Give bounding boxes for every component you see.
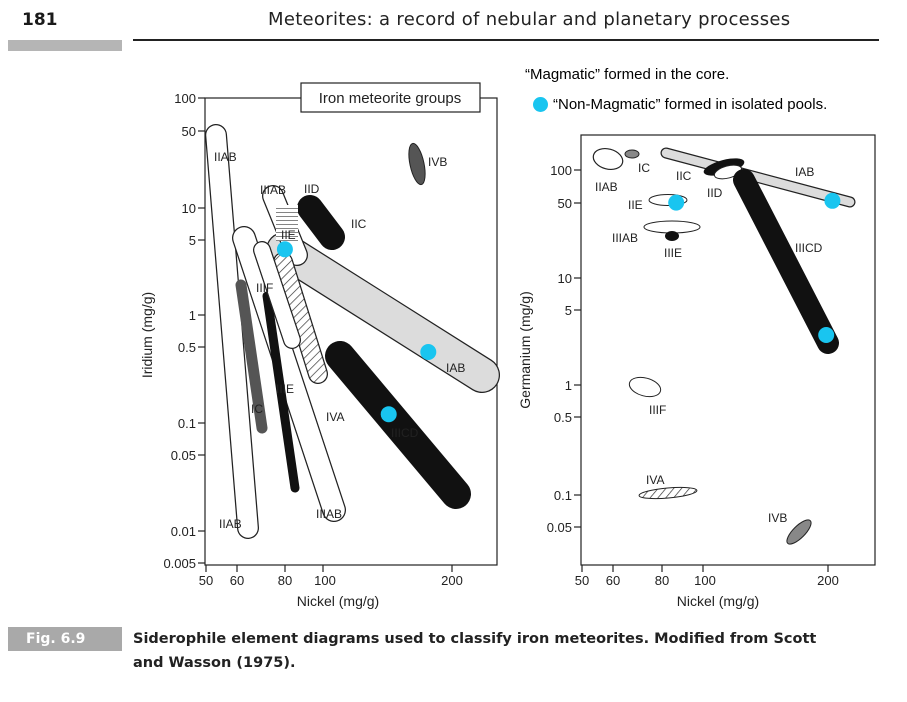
- non-magmatic-point-iab: [420, 344, 437, 360]
- right-panel: 100 50 10 5 1 0.5 0.1 0.05 50 60 80 100 …: [517, 134, 876, 609]
- non-magmatic-point-iie: [668, 194, 685, 211]
- right-group-label: IVB: [768, 511, 787, 525]
- non-magmatic-point-iab: [824, 192, 841, 209]
- left-group-label: IIIF: [256, 281, 273, 295]
- right-x-tick-marks: [581, 565, 829, 572]
- right-group-label: IIE: [628, 198, 643, 212]
- left-group-label: IVB: [428, 155, 447, 169]
- left-y-tick-label: 0.01: [171, 524, 196, 539]
- left-group-label: IIIAB: [260, 183, 286, 197]
- right-group-fields: [592, 147, 856, 545]
- legend-title-box: [300, 82, 481, 113]
- left-x-axis-title: Nickel (mg/g): [297, 593, 379, 609]
- right-group-label: IAB: [795, 165, 814, 179]
- right-x-tick-label: 100: [694, 573, 716, 588]
- left-y-tick-label: 1: [189, 308, 196, 323]
- left-group-label: IC: [251, 402, 263, 416]
- left-y-tick-label: 5: [189, 233, 196, 248]
- right-group-label: IIIF: [649, 403, 666, 417]
- right-y-tick-label: 100: [550, 163, 572, 178]
- right-x-axis-title: Nickel (mg/g): [677, 593, 759, 609]
- legend-title: Iron meteorite groups: [319, 90, 462, 107]
- annotation-magmatic: “Magmatic” formed in the core.: [525, 66, 730, 83]
- right-y-tick-marks: [574, 169, 581, 528]
- left-x-tick-label: 60: [230, 573, 244, 588]
- right-group-label: IC: [638, 161, 650, 175]
- right-y-axis-title: Germanium (mg/g): [517, 291, 533, 408]
- left-group-label: IIE: [281, 228, 296, 242]
- left-y-tick-label: 100: [174, 91, 196, 106]
- left-group-label: IIIAB: [316, 507, 342, 521]
- right-group-label: IIIAB: [612, 231, 638, 245]
- left-non-magmatic-points: [276, 241, 437, 423]
- right-group-label: IVA: [646, 473, 664, 487]
- left-y-tick-label: 0.005: [163, 556, 196, 571]
- right-y-tick-label: 5: [565, 303, 572, 318]
- right-group-label: IIIE: [664, 246, 682, 260]
- right-group-label: IIAB: [595, 180, 618, 194]
- header-rule: [133, 39, 879, 41]
- right-non-magmatic-points: [668, 192, 841, 343]
- right-y-tick-label: 0.5: [554, 410, 572, 425]
- right-x-tick-label: 80: [655, 573, 669, 588]
- legend-dot-icon: [533, 97, 548, 112]
- left-group-label: IIAB: [214, 150, 237, 164]
- left-group-label: IIICD: [391, 426, 419, 440]
- left-x-tick-label: 80: [278, 573, 292, 588]
- left-group-label: IVA: [326, 410, 344, 424]
- running-title: Meteorites: a record of nebular and plan…: [268, 9, 791, 30]
- left-y-tick-label: 0.05: [171, 448, 196, 463]
- left-x-tick-label: 100: [314, 573, 336, 588]
- left-y-tick-label: 0.1: [178, 416, 196, 431]
- left-y-tick-label: 0.5: [178, 340, 196, 355]
- left-y-axis-title: Iridium (mg/g): [139, 292, 155, 378]
- right-x-tick-label: 60: [606, 573, 620, 588]
- non-magmatic-point-iie: [276, 241, 293, 258]
- right-y-tick-label: 1: [565, 378, 572, 393]
- right-group-label: IIICD: [795, 241, 823, 255]
- non-magmatic-point-iiicd: [380, 406, 397, 423]
- figure-diagrams: 100 50 10 5 1 0.5 0.1 0.05 0.01 0.005 50…: [139, 82, 876, 609]
- right-group-label: IIC: [676, 169, 692, 183]
- header-grey-bar: [8, 40, 122, 51]
- right-y-tick-label: 0.1: [554, 488, 572, 503]
- page-number: 181: [22, 10, 58, 30]
- left-group-label: IID: [304, 182, 320, 196]
- left-group-fields: [205, 124, 500, 539]
- right-y-tick-label: 50: [558, 196, 572, 211]
- right-y-tick-label: 0.05: [547, 520, 572, 535]
- left-group-label: IIIE: [276, 382, 294, 396]
- left-x-tick-label: 200: [441, 573, 463, 588]
- left-y-tick-label: 10: [182, 201, 196, 216]
- left-y-tick-label: 50: [182, 124, 196, 139]
- left-x-tick-label: 50: [199, 573, 213, 588]
- left-y-tick-marks: [198, 97, 205, 564]
- left-panel: 100 50 10 5 1 0.5 0.1 0.05 0.01 0.005 50…: [139, 82, 500, 609]
- left-x-tick-marks: [205, 565, 453, 572]
- figure-caption: Siderophile element diagrams used to cla…: [133, 631, 817, 671]
- non-magmatic-point-iiicd: [818, 327, 835, 343]
- right-y-tick-label: 10: [558, 271, 572, 286]
- figure-label: Fig. 6.9: [8, 627, 122, 651]
- right-x-tick-label: 200: [817, 573, 839, 588]
- left-group-label: IIC: [351, 217, 367, 231]
- annotation-non-magmatic: “Non-Magmatic” formed in isolated pools.: [553, 96, 828, 113]
- left-group-label: IIAB: [219, 517, 242, 531]
- right-x-tick-label: 50: [575, 573, 589, 588]
- right-group-label: IID: [707, 186, 723, 200]
- left-group-label: IAB: [446, 361, 465, 375]
